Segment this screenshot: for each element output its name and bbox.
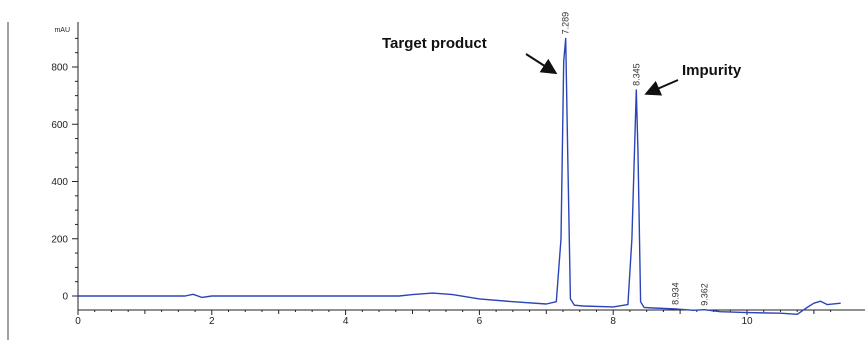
x-tick-label-2: 2 <box>209 316 215 327</box>
y-tick-label-600: 600 <box>51 120 68 131</box>
x-tick-label-8: 8 <box>610 316 616 327</box>
x-tick-label-0: 0 <box>75 316 81 327</box>
annotation-impurity: Impurity <box>682 62 742 79</box>
plot-area <box>78 37 841 315</box>
peak-label-3: 9.362 <box>699 283 709 306</box>
annotation-target-product: Target product <box>382 35 487 52</box>
y-tick-label-0: 0 <box>62 292 68 303</box>
peak-labels: 7.289 8.345 8.934 9.362 <box>561 12 710 306</box>
x-tick-label-4: 4 <box>343 316 349 327</box>
peak-label-0: 7.289 <box>561 12 571 35</box>
peak-label-1: 8.345 <box>631 63 641 86</box>
y-axis-label: mAU <box>54 27 70 34</box>
x-tick-label-6: 6 <box>477 316 483 327</box>
annotation-target-product-arrow <box>525 53 558 75</box>
y-tick-label-400: 400 <box>51 177 68 188</box>
peak-label-2: 8.934 <box>671 282 681 305</box>
y-tick-label-800: 800 <box>51 63 68 74</box>
y-tick-label-200: 200 <box>51 234 68 245</box>
annotations: Target product Impurity <box>382 35 742 96</box>
x-tick-label-10: 10 <box>741 316 753 327</box>
axes: mAU 0 200 400 600 800 0 2 4 6 8 10 <box>7 22 865 340</box>
annotation-impurity-arrow <box>644 79 679 96</box>
series-line-0 <box>78 37 841 315</box>
